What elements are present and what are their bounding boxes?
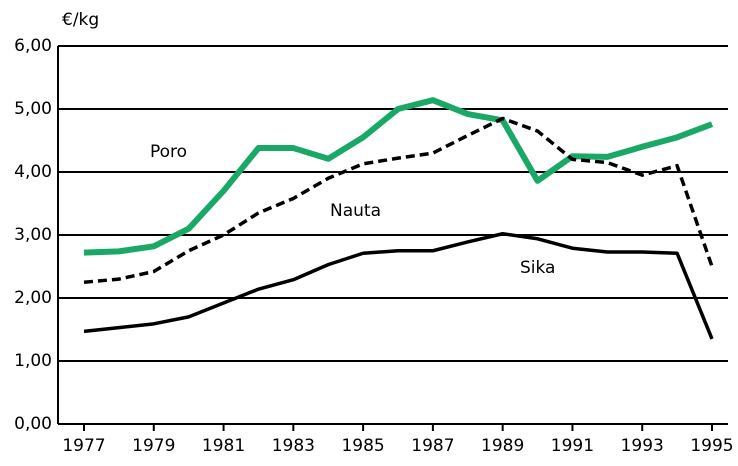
y-tick-label: 1,00	[14, 351, 52, 371]
x-tick-label: 1979	[132, 436, 175, 456]
y-axis-label: €/kg	[62, 10, 99, 30]
x-tick-label: 1985	[341, 436, 384, 456]
y-tick-label: 3,00	[14, 225, 52, 245]
y-tick-label: 5,00	[14, 99, 52, 119]
y-tick-label: 6,00	[14, 36, 52, 56]
series-label: Sika	[520, 258, 555, 278]
series-label: Poro	[150, 142, 187, 162]
series-label: Nauta	[330, 201, 381, 221]
series-line	[83, 97, 714, 256]
x-tick-label: 1993	[621, 436, 664, 456]
y-tick-label: 0,00	[14, 414, 52, 434]
y-tick-label: 2,00	[14, 288, 52, 308]
series-line	[83, 231, 714, 340]
series-line	[83, 116, 714, 284]
y-tick-label: 4,00	[14, 162, 52, 182]
x-tick-label: 1989	[481, 436, 524, 456]
x-tick-label: 1981	[202, 436, 245, 456]
x-tick-label: 1995	[690, 436, 733, 456]
x-tick-label: 1977	[62, 436, 105, 456]
x-tick-label: 1991	[551, 436, 594, 456]
x-tick-label: 1987	[411, 436, 454, 456]
x-tick-label: 1983	[272, 436, 315, 456]
